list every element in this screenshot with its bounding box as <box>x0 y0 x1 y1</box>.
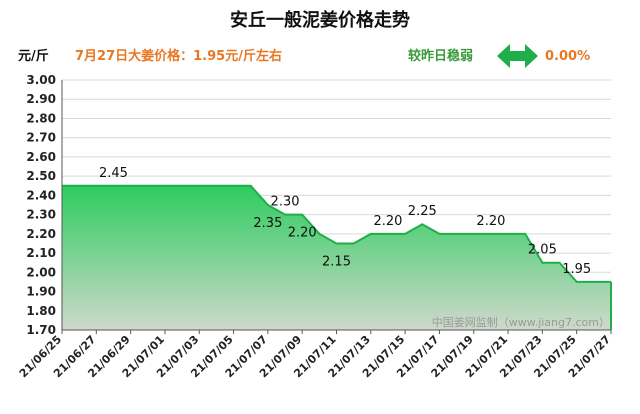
x-axis: 21/06/2521/06/2721/06/2921/07/0121/07/03… <box>17 330 613 380</box>
y-tick-label: 2.30 <box>26 208 56 222</box>
y-tick-label: 2.70 <box>26 131 56 145</box>
y-tick-label: 2.00 <box>26 265 56 279</box>
data-label: 2.20 <box>373 214 402 229</box>
chart-title: 安丘一般泥姜价格走势 <box>230 9 410 31</box>
y-tick-label: 2.50 <box>26 169 56 183</box>
data-labels: 2.45 2.35 2.30 2.20 2.15 2.20 2.25 2.20 2.05 1.95 <box>99 166 591 277</box>
data-label: 2.20 <box>476 214 505 229</box>
change-text: 较昨日稳弱 <box>408 48 473 64</box>
double-arrow-icon <box>497 44 538 68</box>
data-label: 2.25 <box>408 204 437 219</box>
area-fill <box>62 185 611 330</box>
change-value: 0.00% <box>545 49 590 64</box>
y-tick-label: 2.20 <box>26 227 56 241</box>
area-layer <box>62 184 612 331</box>
series-line <box>62 184 611 283</box>
data-label: 2.45 <box>99 166 128 181</box>
y-tick-label: 3.00 <box>26 73 56 87</box>
y-tick-label: 1.90 <box>26 285 56 299</box>
data-label: 2.35 <box>253 216 282 231</box>
y-unit-label: 元/斤 <box>18 48 49 64</box>
data-label: 2.05 <box>528 243 557 258</box>
y-tick-label: 2.80 <box>26 111 56 125</box>
watermark: 中国姜网监制（www.jiang7.com） <box>432 315 610 329</box>
y-tick-label: 1.80 <box>26 304 56 318</box>
data-label: 2.20 <box>288 226 317 241</box>
y-tick-label: 2.40 <box>26 188 56 202</box>
data-label: 2.30 <box>271 195 300 210</box>
y-tick-label: 2.90 <box>26 92 56 106</box>
price-note: 7月27日大姜价格：1.95元/斤左右 <box>75 48 282 64</box>
data-label: 2.15 <box>322 254 351 269</box>
y-axis: 1.70 1.80 1.90 2.00 2.10 2.20 2.30 2.40 2.50 2.60… <box>26 73 63 337</box>
y-tick-label: 1.70 <box>26 323 56 337</box>
y-tick-label: 2.10 <box>26 246 56 260</box>
y-tick-label: 2.60 <box>26 150 56 164</box>
data-label: 1.95 <box>562 262 591 277</box>
